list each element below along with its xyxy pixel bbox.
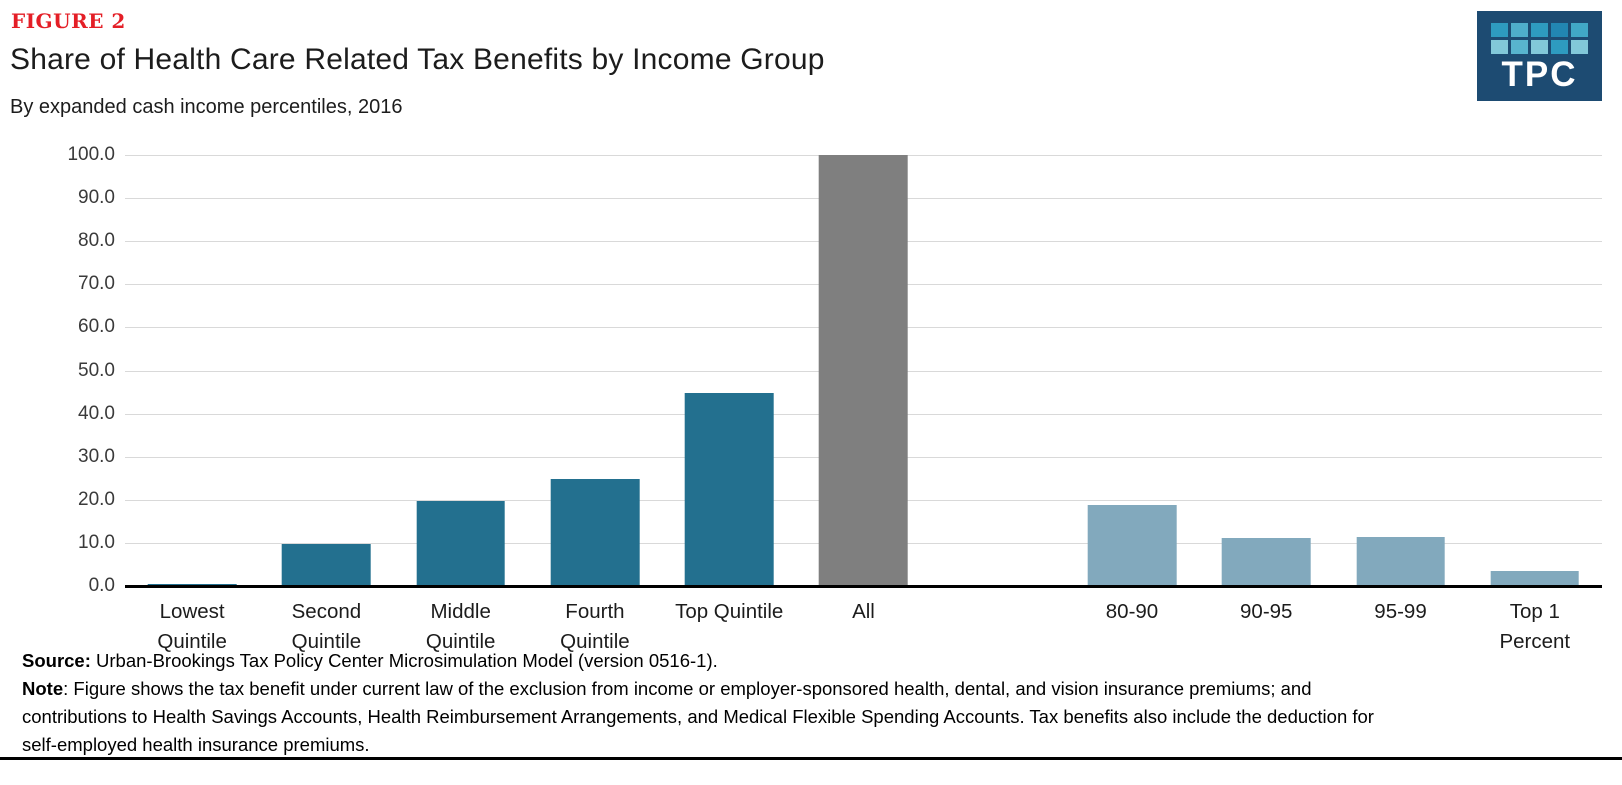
logo-square	[1551, 40, 1568, 54]
logo-square	[1571, 23, 1588, 37]
footer-notes: Source: Urban-Brookings Tax Policy Cente…	[22, 647, 1582, 759]
logo-square	[1531, 23, 1548, 37]
y-tick-label: 50.0	[78, 360, 115, 381]
note-label: Note	[22, 678, 64, 699]
x-label-top-1-percent: Top 1 Percent	[1499, 600, 1571, 653]
source-line: Source: Urban-Brookings Tax Policy Cente…	[22, 647, 1582, 675]
bar-top-1-percent	[1490, 571, 1580, 586]
bar-cell	[394, 155, 528, 586]
y-tick-label: 30.0	[78, 446, 115, 467]
y-tick-label: 20.0	[78, 489, 115, 510]
source-text: Urban-Brookings Tax Policy Center Micros…	[90, 650, 718, 671]
note-text-1: : Figure shows the tax benefit under cur…	[63, 678, 1312, 699]
tpc-logo-squares-icon	[1477, 11, 1602, 54]
chart-title: Share of Health Care Related Tax Benefit…	[10, 43, 825, 76]
logo-square	[1511, 23, 1528, 37]
y-tick-label: 70.0	[78, 273, 115, 294]
logo-square	[1491, 40, 1508, 54]
y-tick-label: 10.0	[78, 532, 115, 553]
figure-label: FIGURE 2	[11, 9, 126, 33]
y-tick-label: 60.0	[78, 316, 115, 337]
note-line-2: contributions to Health Savings Accounts…	[22, 706, 1374, 727]
x-axis-labels: Lowest Quintile Second Quintile Middle Qui…	[125, 597, 1602, 657]
bar-95-99	[1356, 537, 1445, 586]
note-line-3: self-employed health insurance premiums.	[22, 734, 370, 755]
x-label-top-quintile: Top Quintile	[675, 600, 784, 623]
bottom-divider	[0, 757, 1622, 760]
x-label-second-quintile: Second Quintile	[291, 600, 362, 653]
y-tick-label: 40.0	[78, 403, 115, 424]
x-label-middle-quintile: Middle Quintile	[425, 600, 496, 653]
bar-cell	[796, 155, 930, 586]
tpc-logo-text: TPC	[1501, 55, 1578, 94]
bar-top-quintile	[684, 393, 774, 586]
bar-all	[819, 155, 908, 586]
y-axis-ticks: 100.0 90.0 80.0 70.0 60.0 50.0 40.0 30.0 20.0 10.…	[0, 144, 115, 596]
x-label-80-90: 80-90	[1105, 600, 1159, 623]
logo-square	[1511, 40, 1528, 54]
bar-second-quintile	[282, 544, 371, 586]
bar-cell	[259, 155, 393, 586]
bar-cell	[1199, 155, 1333, 586]
bar-fourth-quintile	[550, 479, 640, 586]
bars-row	[125, 155, 1602, 586]
x-label-90-95: 90-95	[1240, 600, 1293, 623]
logo-square	[1551, 23, 1568, 37]
x-label-lowest-quintile: Lowest Quintile	[157, 600, 227, 653]
y-tick-label: 100.0	[67, 144, 115, 165]
logo-square	[1571, 40, 1588, 54]
y-tick-label: 80.0	[78, 230, 115, 251]
x-label-fourth-quintile: Fourth Quintile	[560, 600, 630, 653]
source-label: Source:	[22, 650, 91, 671]
chart-subtitle: By expanded cash income percentiles, 201…	[10, 96, 403, 118]
bar-80-90	[1087, 505, 1177, 586]
y-tick-label: 0.0	[88, 575, 115, 596]
x-label-95-99: 95-99	[1374, 600, 1427, 623]
note-line-1: Note: Figure shows the tax benefit under…	[22, 675, 1582, 703]
logo-square	[1531, 40, 1548, 54]
tpc-logo: TPC	[1477, 11, 1602, 101]
bar-middle-quintile	[416, 501, 505, 586]
y-tick-label: 90.0	[78, 187, 115, 208]
bar-cell	[662, 155, 796, 586]
bar-cell	[1065, 155, 1199, 586]
x-label-all: All	[852, 600, 875, 623]
bar-cell	[1333, 155, 1467, 586]
bar-cell	[528, 155, 662, 586]
bar-cell	[125, 155, 259, 586]
x-axis-line	[125, 585, 1602, 588]
logo-square	[1491, 23, 1508, 37]
bar-90-95	[1221, 538, 1311, 586]
spacer-cell	[931, 155, 1065, 586]
bar-cell	[1468, 155, 1602, 586]
